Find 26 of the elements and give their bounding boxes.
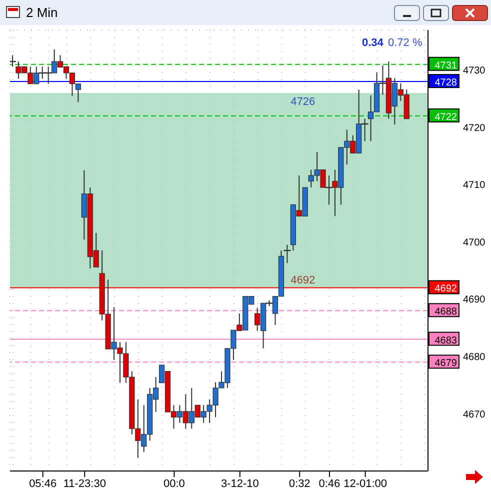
annotation: 0.72 % <box>388 37 422 50</box>
x-tick-label: 0:32 <box>288 478 310 490</box>
x-tick-label: 3-12-10 <box>220 478 259 490</box>
chart-title: 2 Min <box>26 5 58 20</box>
ref-line-label: 4728 <box>434 78 458 89</box>
y-tick-label: 4670 <box>463 409 486 420</box>
y-tick-label: 4690 <box>463 294 486 306</box>
ref-line-label: 4731 <box>434 60 458 72</box>
y-tick-label: 4680 <box>463 352 486 364</box>
ref-line-label: 4688 <box>434 306 458 318</box>
x-tick-label: 05:46 <box>29 478 57 490</box>
annotation: 4726 <box>290 96 316 108</box>
y-tick-label: 4720 <box>463 122 486 134</box>
annotation: 4692 <box>290 274 316 287</box>
ref-line-label: 4683 <box>434 335 458 346</box>
annotation: 0.34 <box>362 37 384 50</box>
x-tick-label: 11-23:30 <box>63 478 106 490</box>
ref-line-label: 4722 <box>434 112 458 123</box>
x-tick-label: 00:0 <box>164 478 185 490</box>
x-tick-label: 12-01:00 <box>344 478 388 490</box>
ref-line-label: 4692 <box>434 284 458 295</box>
ref-line-label: 4679 <box>434 358 458 370</box>
x-tick-label: 0:46 <box>318 478 340 490</box>
y-tick-label: 4700 <box>463 237 486 248</box>
y-tick-label: 4730 <box>463 66 486 77</box>
y-tick-label: 4710 <box>463 180 486 192</box>
